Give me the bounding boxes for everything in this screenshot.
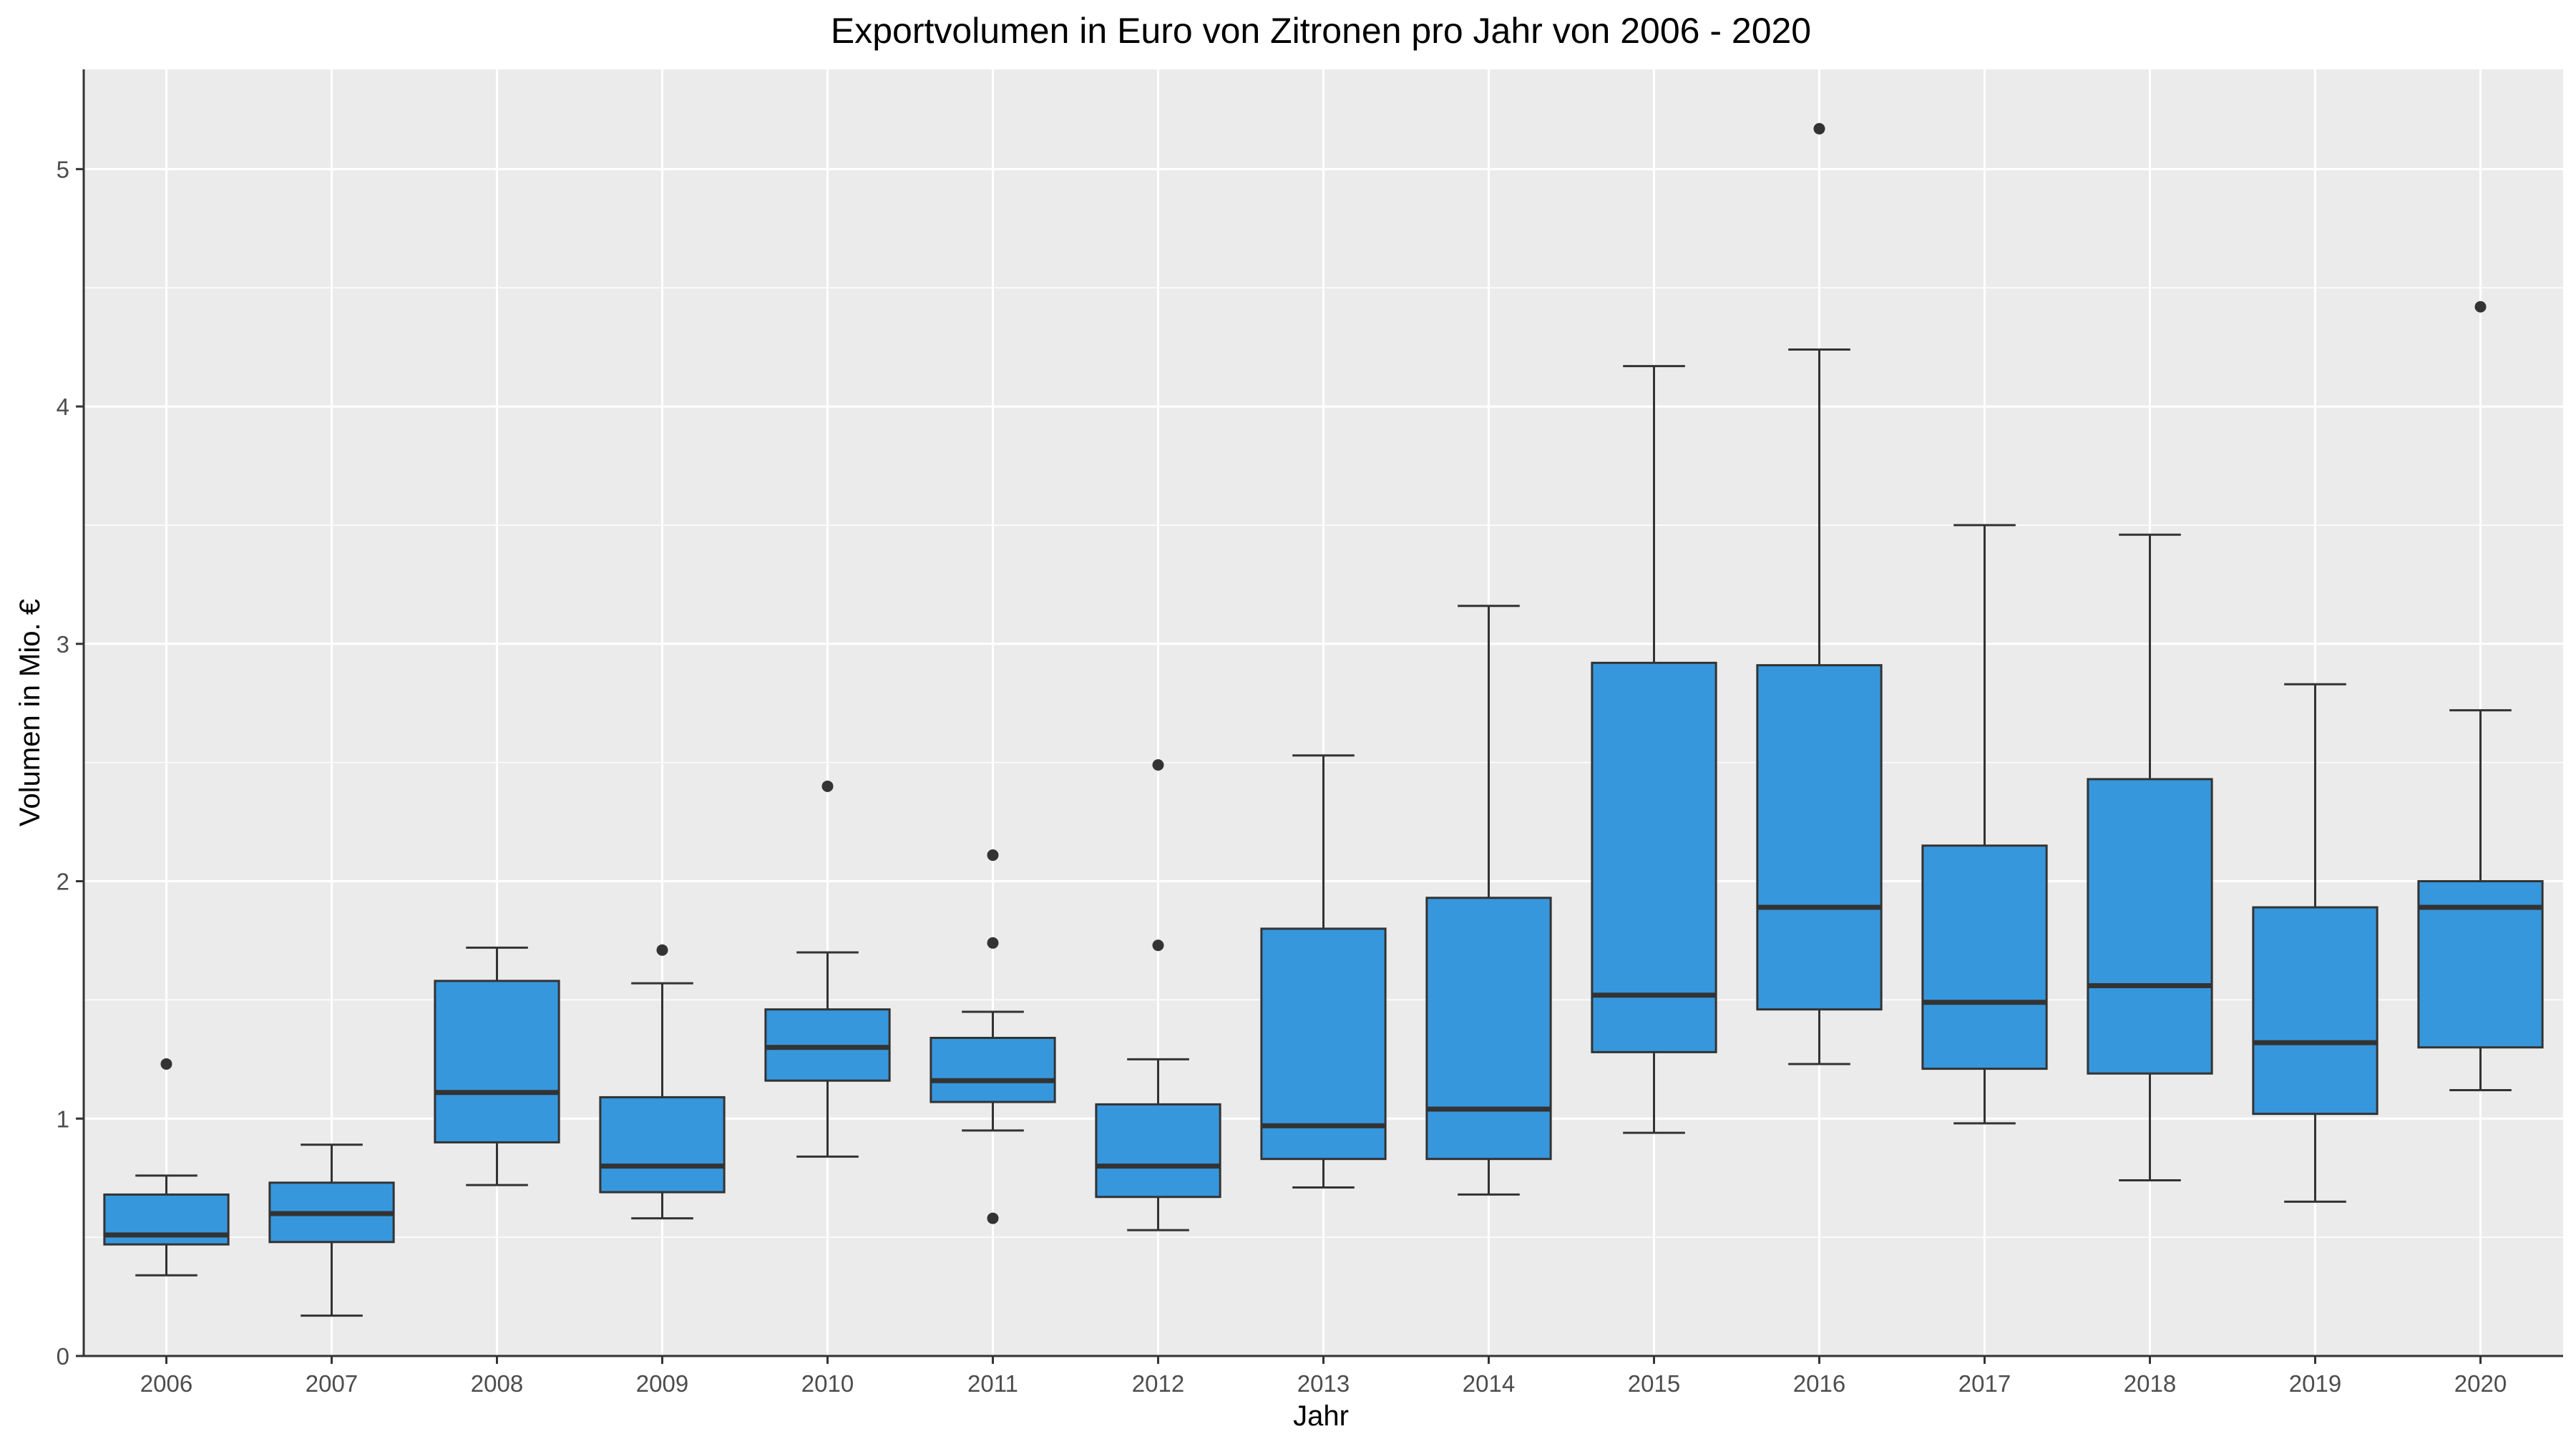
outlier-point — [821, 780, 834, 792]
box-2007 — [268, 1143, 395, 1317]
box-body — [1425, 897, 1552, 1161]
box-2016 — [1756, 122, 1883, 1065]
box-2010 — [764, 780, 891, 1158]
x-tick-label: 2012 — [1132, 1370, 1184, 1397]
box-2018 — [2087, 533, 2213, 1182]
outlier-point — [1152, 758, 1164, 771]
y-tick-label: 0 — [57, 1343, 69, 1370]
y-tick-label: 1 — [57, 1106, 69, 1132]
box-2017 — [1921, 524, 2048, 1125]
x-tick-label: 2013 — [1297, 1370, 1350, 1397]
x-tick-label: 2010 — [801, 1370, 854, 1397]
axis-ticks: 0 1 2 3 4 5 2006 2007 2008 2009 2010 2011 2012 2013 20… — [57, 156, 2507, 1397]
x-tick-label: 2017 — [1958, 1370, 2011, 1397]
box-body — [1095, 1103, 1221, 1199]
box-2020 — [2417, 301, 2544, 1091]
y-tick-label: 5 — [57, 156, 69, 182]
box-2008 — [434, 946, 560, 1186]
y-axis-title: Volumen in Mio. € — [14, 599, 46, 826]
y-tick-label: 3 — [57, 631, 69, 658]
outlier-point — [1152, 940, 1164, 952]
x-tick-label: 2009 — [636, 1370, 688, 1397]
outlier-point — [656, 944, 668, 956]
chart-title: Exportvolumen in Euro von Zitronen pro J… — [831, 11, 1811, 51]
x-tick-label: 2020 — [2454, 1370, 2507, 1397]
box-2013 — [1260, 754, 1387, 1189]
box-body — [599, 1096, 726, 1194]
box-body — [1591, 661, 1717, 1053]
x-tick-label: 2015 — [1628, 1370, 1680, 1397]
box-2006 — [103, 1058, 230, 1277]
x-tick-label: 2019 — [2289, 1370, 2341, 1397]
box-2015 — [1591, 365, 1717, 1134]
box-body — [2087, 778, 2213, 1075]
outlier-point — [987, 937, 999, 949]
x-tick-label: 2006 — [140, 1370, 192, 1397]
y-tick-label: 2 — [57, 869, 69, 895]
x-tick-label: 2008 — [471, 1370, 523, 1397]
box-2009 — [599, 944, 726, 1220]
box-2014 — [1425, 605, 1552, 1196]
x-axis-title: Jahr — [1293, 1400, 1349, 1432]
x-tick-label: 2018 — [2124, 1370, 2176, 1397]
y-tick-label: 4 — [57, 394, 69, 420]
box-body — [1260, 927, 1387, 1161]
box-body — [1921, 844, 2048, 1070]
outlier-point — [1813, 122, 1825, 135]
x-tick-label: 2016 — [1793, 1370, 1845, 1397]
box-group — [103, 122, 2544, 1317]
box-body — [2252, 906, 2379, 1116]
x-tick-label: 2007 — [306, 1370, 358, 1397]
outlier-point — [987, 849, 999, 862]
outlier-point — [987, 1212, 999, 1224]
box-body — [930, 1036, 1056, 1103]
box-body — [1756, 664, 1883, 1011]
box-2012 — [1095, 758, 1221, 1231]
outlier-point — [160, 1058, 172, 1070]
x-tick-label: 2011 — [967, 1370, 1018, 1397]
box-2019 — [2252, 683, 2379, 1203]
box-2011 — [930, 849, 1056, 1224]
outlier-point — [2474, 301, 2487, 313]
x-tick-label: 2014 — [1463, 1370, 1515, 1397]
box-body — [434, 980, 560, 1143]
